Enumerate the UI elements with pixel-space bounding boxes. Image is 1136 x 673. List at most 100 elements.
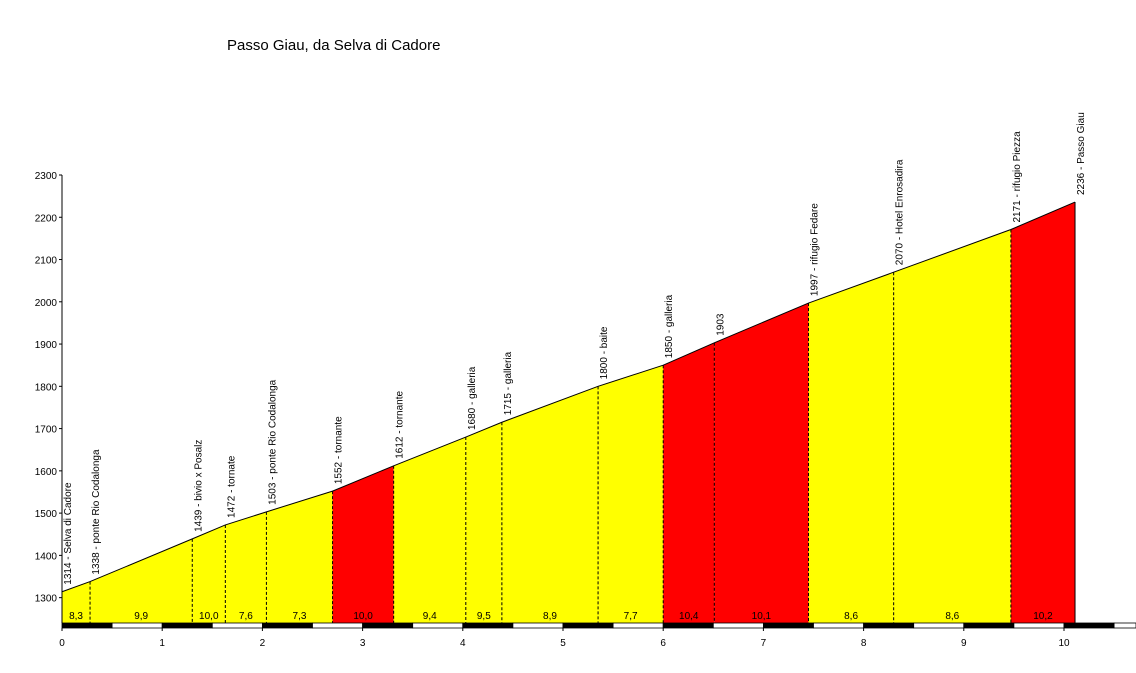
gradient-label: 8,9 bbox=[543, 611, 557, 622]
y-tick-label: 2300 bbox=[35, 171, 58, 182]
x-axis-bar-block bbox=[863, 622, 915, 629]
x-axis-bar-block bbox=[412, 622, 464, 629]
profile-areas bbox=[62, 202, 1076, 623]
profile-segment bbox=[393, 437, 466, 623]
profile-segment bbox=[192, 524, 226, 623]
waypoint-label: 2171 - rifugio Piezza bbox=[1012, 131, 1023, 223]
x-tick-label: 10 bbox=[1058, 638, 1070, 649]
x-axis-bar-block bbox=[512, 622, 564, 629]
x-tick-label: 3 bbox=[360, 638, 366, 649]
y-tick-label: 2200 bbox=[35, 213, 58, 224]
y-tick-label: 1700 bbox=[35, 425, 58, 436]
x-axis-bar-block bbox=[312, 622, 363, 629]
x-axis-bar-block bbox=[261, 622, 313, 629]
x-tick-label: 0 bbox=[59, 638, 65, 649]
profile-segment bbox=[808, 272, 894, 623]
x-axis-bar-block bbox=[763, 622, 814, 629]
waypoint-label: 1680 - galleria bbox=[467, 366, 478, 430]
waypoint-label: 1503 - ponte Rio Codalonga bbox=[267, 379, 278, 505]
profile-segment bbox=[1010, 202, 1076, 623]
x-axis-bar-block bbox=[1113, 622, 1136, 629]
gradient-label: 7,7 bbox=[624, 611, 638, 622]
x-axis-bar-block bbox=[963, 622, 1015, 629]
x-tick-label: 6 bbox=[660, 638, 666, 649]
y-tick-label: 1300 bbox=[35, 594, 58, 605]
x-axis-bar-block bbox=[111, 622, 163, 629]
profile-line bbox=[61, 201, 1076, 593]
waypoint-label: 1800 - baite bbox=[599, 326, 610, 379]
waypoint-label: 1472 - tornate bbox=[226, 455, 237, 518]
profile-segment bbox=[465, 422, 502, 623]
profile-segment bbox=[225, 511, 267, 623]
profile-outline bbox=[61, 201, 1076, 623]
x-axis-bar-block bbox=[1063, 622, 1115, 629]
waypoint-label: 1338 - ponte Rio Codalonga bbox=[91, 449, 102, 575]
profile-segment bbox=[266, 491, 333, 623]
profile-segment bbox=[62, 581, 91, 623]
x-axis-bar-block bbox=[1013, 622, 1065, 629]
x-axis-bar-block bbox=[61, 622, 113, 629]
chart-title: Passo Giau, da Selva di Cadore bbox=[227, 37, 440, 54]
waypoint-label: 1612 - tornante bbox=[395, 391, 406, 459]
x-tick-label: 8 bbox=[861, 638, 867, 649]
y-tick-label: 1800 bbox=[35, 382, 58, 393]
x-axis-bar-block bbox=[161, 622, 213, 629]
x-axis-bar-block bbox=[362, 622, 414, 629]
y-tick-label: 1600 bbox=[35, 467, 58, 478]
gradient-label: 10,2 bbox=[1033, 611, 1053, 622]
gradient-label: 7,6 bbox=[239, 611, 253, 622]
x-axis-bar-block bbox=[211, 622, 263, 629]
waypoint-labels: 1314 - Selva di Cadore 1338 - ponte Rio C… bbox=[63, 112, 1087, 585]
gradient-label: 9,5 bbox=[477, 611, 491, 622]
x-axis-bar-block bbox=[913, 622, 965, 629]
profile-segment bbox=[714, 303, 809, 623]
x-axis-bar-block bbox=[712, 622, 764, 629]
y-axis: 1300 1400 1500 1600 1700 1800 1900 2000 2100 2200… bbox=[35, 171, 63, 623]
waypoint-label: 1997 - rifugio Fedare bbox=[809, 203, 820, 296]
x-tick-label: 7 bbox=[761, 638, 767, 649]
x-axis-bar-block bbox=[462, 622, 514, 629]
x-axis-bar-block bbox=[813, 622, 864, 629]
x-tick-label: 9 bbox=[961, 638, 967, 649]
profile-segment bbox=[598, 365, 664, 623]
profile-segment bbox=[501, 386, 599, 623]
x-tick-label: 2 bbox=[260, 638, 266, 649]
x-axis-bar-block bbox=[662, 622, 714, 629]
profile-segment bbox=[893, 229, 1011, 623]
profile-segment bbox=[663, 342, 715, 623]
gradient-label: 10,0 bbox=[353, 611, 373, 622]
waypoint-label: 2070 - Hotel Enrosadira bbox=[895, 159, 906, 265]
y-tick-label: 2000 bbox=[35, 298, 58, 309]
gradient-label: 10,1 bbox=[752, 611, 772, 622]
gradient-label: 8,6 bbox=[945, 611, 959, 622]
waypoint-label: 2236 - Passo Giau bbox=[1076, 112, 1087, 195]
gradient-label: 8,3 bbox=[69, 611, 83, 622]
waypoint-label: 1715 - galleria bbox=[503, 351, 514, 415]
gradient-label: 9,9 bbox=[134, 611, 148, 622]
profile-segment bbox=[90, 538, 193, 623]
x-axis-bar-block bbox=[612, 622, 664, 629]
gradient-label: 7,3 bbox=[293, 611, 307, 622]
waypoint-label: 1552 - tornante bbox=[334, 416, 345, 484]
y-tick-label: 1500 bbox=[35, 509, 58, 520]
waypoint-label: 1903 bbox=[715, 313, 726, 336]
profile-segment bbox=[332, 465, 394, 623]
x-axis: 0 1 2 3 4 5 6 7 8 9 10 bbox=[59, 622, 1136, 649]
gradient-label: 10,4 bbox=[679, 611, 699, 622]
gradient-label: 9,4 bbox=[423, 611, 437, 622]
waypoint-dividers bbox=[89, 229, 1012, 623]
waypoint-label: 1314 - Selva di Cadore bbox=[63, 482, 74, 585]
gradient-label: 10,0 bbox=[199, 611, 219, 622]
y-tick-label: 1900 bbox=[35, 340, 58, 351]
y-tick-label: 2100 bbox=[35, 256, 58, 267]
x-tick-label: 1 bbox=[159, 638, 165, 649]
y-tick-label: 1400 bbox=[35, 551, 58, 562]
waypoint-label: 1850 - galleria bbox=[664, 294, 675, 358]
x-tick-label: 4 bbox=[460, 638, 466, 649]
waypoint-label: 1439 - bivio x Posalz bbox=[193, 440, 204, 532]
x-tick-label: 5 bbox=[560, 638, 566, 649]
gradient-labels: 8,3 9,9 10,0 7,6 7,3 10,0 9,4 9,5 8,9 7,7 10,4 10,1… bbox=[69, 611, 1053, 622]
gradient-label: 8,6 bbox=[844, 611, 858, 622]
x-axis-bar-block bbox=[562, 622, 614, 629]
